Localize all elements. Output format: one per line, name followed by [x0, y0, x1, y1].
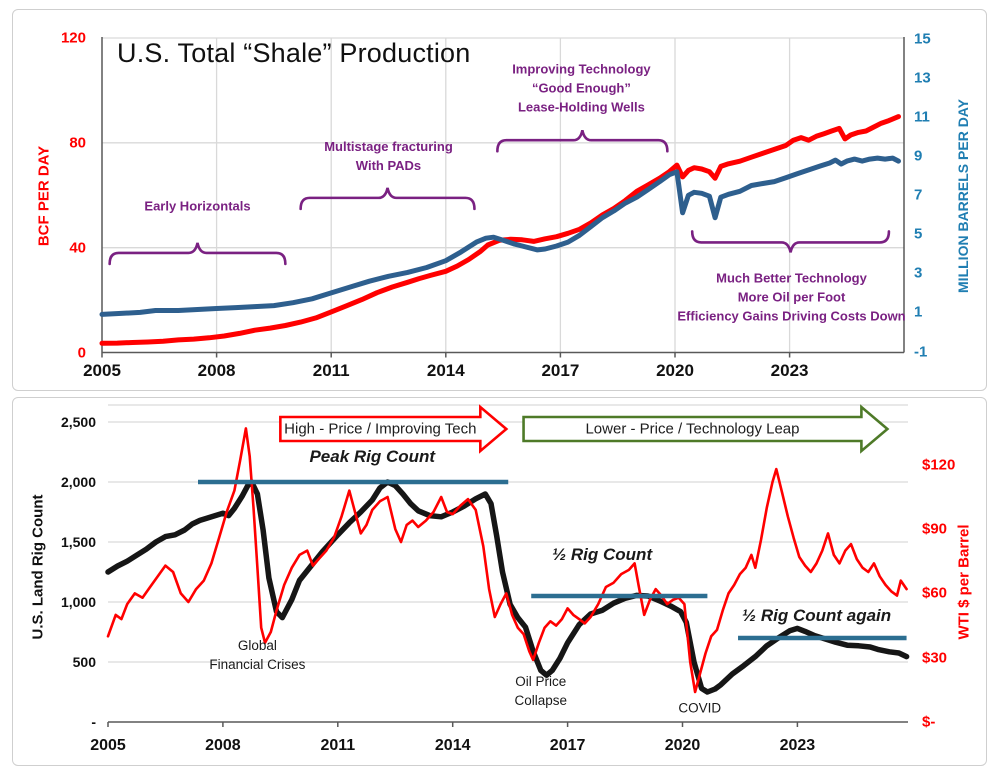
- top-right-tick: 15: [914, 30, 931, 48]
- bottom-left-tick: 1,500: [60, 534, 96, 550]
- event-label-1: Oil Price Collapse: [514, 673, 568, 708]
- top-left-axis-title: BCF PER DAY: [35, 145, 53, 247]
- top-right-tick: 13: [914, 69, 931, 87]
- era-annotation-1: Multistage fracturing With PADs: [324, 138, 453, 173]
- top-right-axis-title: MILLION BARRELS PER DAY: [955, 99, 971, 293]
- top-right-tick: 5: [914, 225, 923, 243]
- era-annotation-2: Improving Technology “Good Enough” Lease-H…: [512, 61, 651, 115]
- bottom-left-tick: 1,000: [60, 594, 96, 610]
- era-arrow-label-0: High - Price / Improving Tech: [284, 420, 477, 438]
- bottom-left-tick: 500: [72, 654, 96, 670]
- top-x-tick: 2005: [83, 361, 121, 380]
- bottom-x-tick: 2005: [90, 737, 126, 754]
- top-x-tick: 2011: [312, 361, 350, 380]
- bottom-right-tick: $30: [922, 649, 948, 667]
- bottom-x-tick: 2014: [434, 737, 471, 754]
- ref-line-label-2: ½ Rig Count again: [741, 606, 892, 626]
- ref-line-label-1: ½ Rig Count: [552, 545, 653, 565]
- top-x-tick: 2017: [541, 361, 580, 380]
- ref-line-label-0: Peak Rig Count: [309, 446, 436, 466]
- bottom-left-tick: 2,000: [60, 474, 96, 490]
- top-chart-title: U.S. Total “Shale” Production: [117, 38, 471, 68]
- top-right-tick: 3: [914, 264, 923, 282]
- event-label-0: Global Financial Crises: [209, 637, 306, 672]
- bottom-right-tick: $60: [922, 584, 948, 602]
- top-left-tick: 120: [60, 29, 86, 47]
- top-left-tick: 0: [77, 344, 86, 361]
- era-arrow-label-1: Lower - Price / Technology Leap: [585, 420, 800, 438]
- bottom-left-tick: 2,500: [60, 414, 96, 430]
- top-x-tick: 2014: [426, 361, 465, 380]
- top-x-tick: 2008: [197, 361, 236, 380]
- top-left-tick: 40: [69, 239, 86, 257]
- bottom-right-axis-title: WTI $ per Barrel: [955, 524, 973, 640]
- top-right-tick: 7: [914, 186, 923, 204]
- bottom-x-tick: 2011: [320, 737, 356, 754]
- bottom-x-tick: 2023: [779, 737, 816, 754]
- bottom-chart-frame: [12, 397, 987, 766]
- bottom-left-axis-title: U.S. Land Rig Count: [29, 494, 47, 640]
- bottom-right-tick: $90: [922, 520, 948, 538]
- era-annotation-0: Early Horizontals: [144, 198, 251, 214]
- bottom-right-tick: $-: [922, 713, 936, 731]
- top-right-tick: 9: [914, 147, 923, 165]
- top-right-tick: 1: [914, 303, 923, 321]
- era-annotation-3: Much Better Technology More Oil per Foot E…: [677, 270, 906, 324]
- top-right-tick: 11: [914, 108, 930, 126]
- bottom-x-tick: 2017: [549, 737, 586, 754]
- top-x-tick: 2020: [656, 361, 694, 380]
- bottom-left-tick: -: [91, 714, 96, 730]
- bottom-x-tick: 2008: [205, 737, 241, 754]
- event-label-2: COVID: [678, 700, 722, 716]
- top-x-tick: 2023: [770, 361, 809, 380]
- top-left-tick: 80: [69, 134, 86, 152]
- bottom-right-tick: $120: [922, 456, 956, 474]
- top-right-tick: -1: [914, 343, 928, 360]
- bottom-x-tick: 2020: [664, 737, 701, 754]
